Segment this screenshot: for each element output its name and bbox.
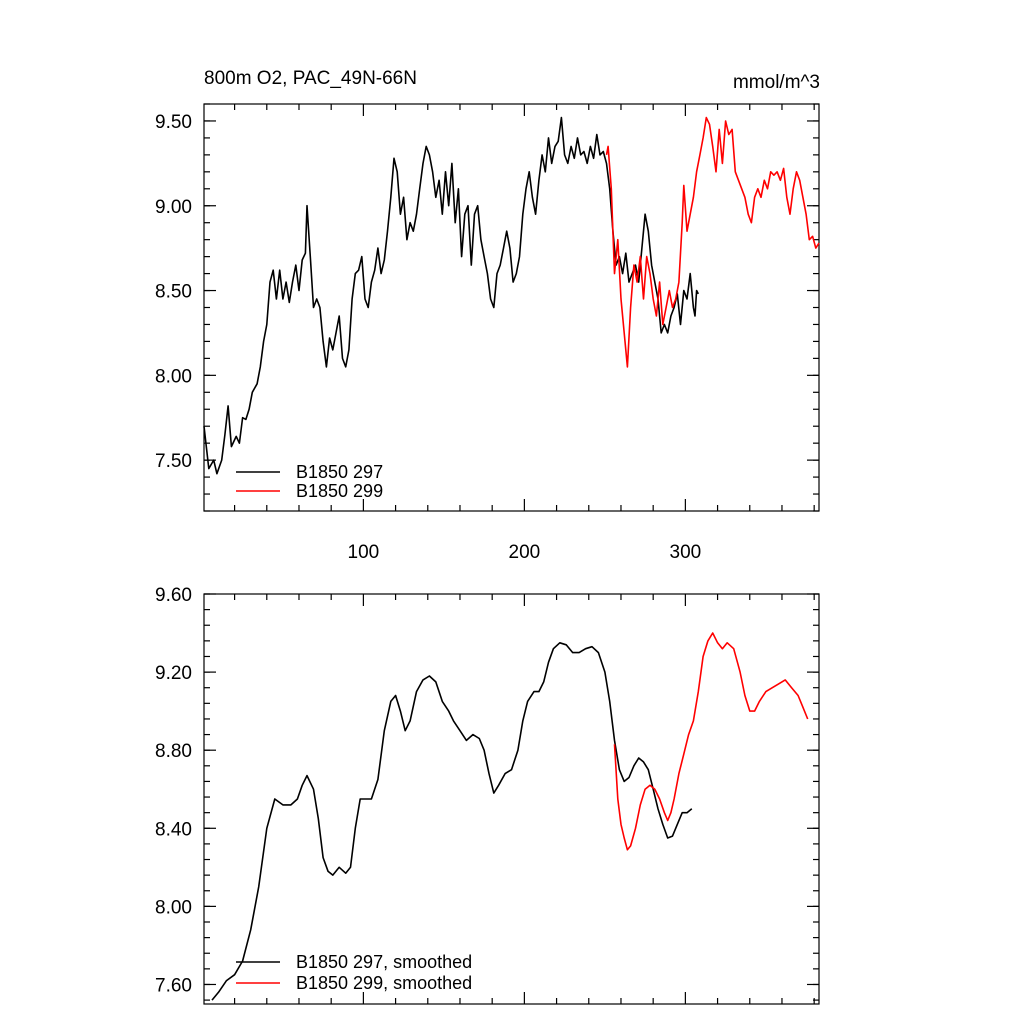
top-series-group (203, 116, 820, 475)
top-legend: B1850 297 B1850 299 (236, 462, 383, 501)
top-legend-label-297: B1850 297 (296, 462, 383, 482)
bottom-series-group (211, 632, 809, 1001)
top-ytick-label: 8.00 (155, 366, 192, 387)
bottom-ytick-label: 8.80 (155, 741, 192, 762)
top-xtick-label: 300 (670, 542, 702, 563)
top-ytick-label: 7.50 (155, 451, 192, 472)
top-series-line-1 (605, 116, 820, 368)
top-x-tick-labels: 100 200 300 (348, 542, 702, 563)
bottom-ytick-label: 8.40 (155, 819, 192, 840)
top-xtick-label: 200 (509, 542, 541, 563)
top-axis-ticks (204, 103, 819, 512)
top-y-tick-labels: 7.50 8.00 8.50 9.00 9.50 (155, 112, 192, 472)
chart-title: 800m O2, PAC_49N-66N (204, 68, 417, 89)
units-label: mmol/m^3 (733, 72, 820, 93)
top-xtick-label: 100 (348, 542, 380, 563)
top-series-line-0 (203, 116, 700, 475)
top-ytick-label: 9.50 (155, 112, 192, 133)
bottom-plot-frame (203, 593, 820, 1005)
top-legend-label-299: B1850 299 (296, 481, 383, 501)
bottom-panel: 7.60 8.00 8.40 8.80 9.20 9.60 B1850 297, smoo… (155, 585, 820, 1005)
top-ytick-label: 9.00 (155, 197, 192, 218)
bottom-axis-ticks (204, 593, 819, 1004)
bottom-ytick-label: 9.60 (155, 585, 192, 606)
bottom-y-tick-labels: 7.60 8.00 8.40 8.80 9.20 9.60 (155, 585, 192, 996)
bottom-series-line-1 (613, 632, 809, 851)
bottom-legend-label-297: B1850 297, smoothed (296, 952, 472, 972)
bottom-ytick-label: 7.60 (155, 975, 192, 996)
bottom-ytick-label: 9.20 (155, 663, 192, 684)
bottom-ytick-label: 8.00 (155, 897, 192, 918)
top-panel: 800m O2, PAC_49N-66N mmol/m^3 7.50 8.00 8.… (155, 68, 820, 563)
top-ytick-label: 8.50 (155, 282, 192, 303)
bottom-legend-label-299: B1850 299, smoothed (296, 973, 472, 993)
bottom-series-line-0 (211, 641, 693, 1001)
bottom-legend: B1850 297, smoothed B1850 299, smoothed (236, 952, 472, 993)
